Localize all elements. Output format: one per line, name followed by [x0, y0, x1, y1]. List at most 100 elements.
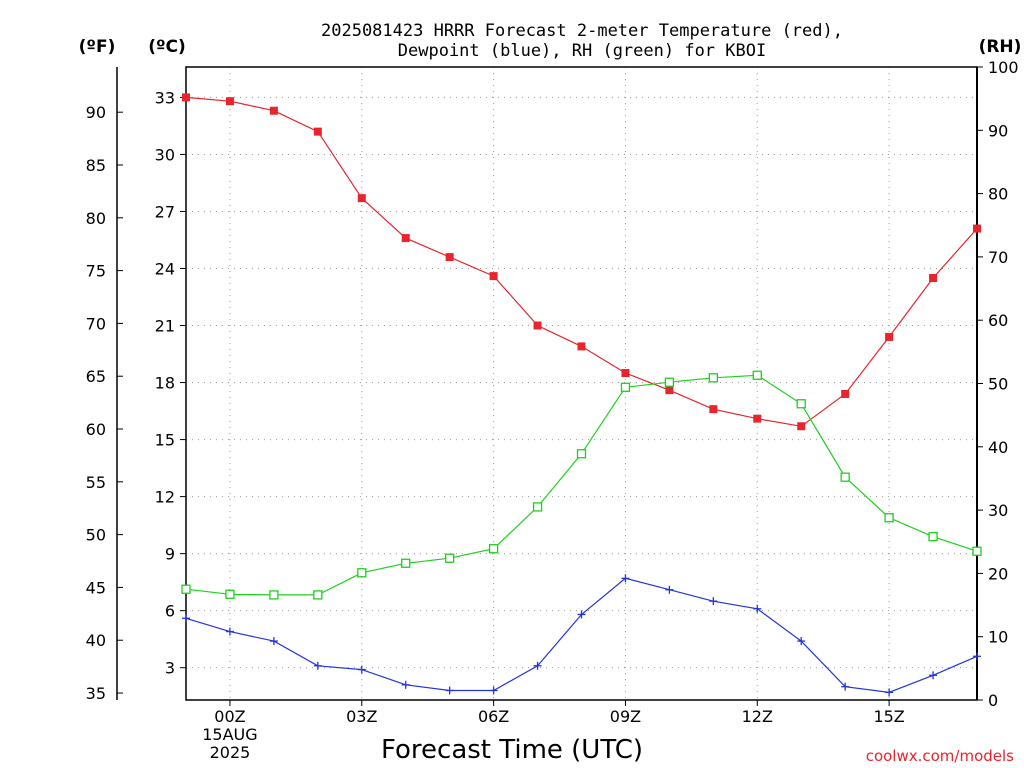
temperature-point: [885, 332, 894, 341]
series-line: [185, 96, 978, 427]
dewpoint-point: [269, 637, 278, 646]
temperature-point: [357, 194, 366, 203]
x-axis-label: Forecast Time (UTC): [381, 735, 643, 765]
rh-point: [488, 544, 499, 554]
celsius-tick-label: 27: [155, 202, 175, 221]
rh-point: [532, 502, 543, 512]
gridlines: [186, 67, 977, 700]
dewpoint-point: [577, 610, 586, 619]
chart-title-line-1: 2025081423 HRRR Forecast 2-meter Tempera…: [321, 21, 843, 41]
fahrenheit-tick-label: 60: [86, 420, 106, 439]
fahrenheit-tick-label: 80: [86, 209, 106, 228]
rh-point: [401, 558, 411, 568]
fahrenheit-tick-label: 50: [86, 526, 106, 545]
rh-tick-label: 70: [988, 248, 1008, 267]
rh-point: [269, 590, 279, 600]
dewpoint-point: [445, 686, 454, 695]
fahrenheit-tick-label: 55: [86, 473, 106, 492]
rh-point: [752, 370, 762, 380]
rh-point: [357, 568, 367, 578]
x-tick-label: 2025: [210, 743, 251, 762]
rh-tick-label: 80: [988, 185, 1008, 204]
x-tick-label: 00Z: [214, 707, 245, 726]
dewpoint-point: [357, 665, 366, 674]
rh-tick-label: 0: [988, 691, 998, 710]
fahrenheit-tick-label: 90: [86, 103, 106, 122]
celsius-tick-label: 18: [155, 374, 175, 393]
rh-tick-label: 100: [988, 58, 1019, 77]
dewpoint-point: [533, 661, 542, 670]
x-tick-label: 06Z: [478, 707, 509, 726]
fahrenheit-axis-unit: (ºF): [79, 37, 116, 57]
dewpoint-point: [709, 597, 718, 606]
rh-point: [972, 546, 982, 556]
temperature-point: [753, 414, 762, 423]
credit-text: coolwx.com/models: [866, 747, 1014, 765]
temperature-point: [577, 342, 586, 351]
dewpoint-point: [489, 686, 498, 695]
temperature-point: [665, 386, 674, 395]
rh-point: [928, 532, 938, 542]
rh-point: [840, 472, 850, 482]
rh-point: [620, 382, 631, 392]
celsius-tick-label: 30: [155, 145, 175, 164]
temperature-point: [973, 224, 981, 233]
x-tick-label: 15Z: [873, 707, 904, 726]
rh-point: [884, 513, 894, 523]
dewpoint-point: [225, 627, 234, 636]
fahrenheit-tick-label: 65: [86, 367, 106, 386]
temperature-point: [489, 272, 498, 281]
dewpoint-point: [885, 688, 894, 697]
celsius-tick-label: 6: [165, 602, 175, 621]
dewpoint-point: [401, 680, 410, 689]
celsius-tick-label: 12: [155, 488, 175, 507]
x-tick-label: 09Z: [610, 707, 641, 726]
plot-frame: [185, 66, 978, 701]
celsius-tick-label: 21: [155, 317, 175, 336]
x-tick-label: 03Z: [346, 707, 377, 726]
temperature-point: [401, 234, 410, 243]
fahrenheit-tick-label: 85: [86, 156, 106, 175]
dewpoint-point: [797, 637, 806, 646]
rh-tick-label: 50: [988, 375, 1008, 394]
dewpoint-point: [665, 585, 674, 594]
rh-tick-label: 90: [988, 121, 1008, 140]
axes: 3 6 9 12 15 18 21 24 27 30 33 35 40 45 50 55 60 65 70 75 80 8…: [86, 58, 1019, 762]
fahrenheit-tick-label: 45: [86, 578, 106, 597]
dewpoint-point: [929, 671, 938, 680]
temperature-point: [841, 389, 850, 398]
celsius-tick-label: 24: [155, 259, 175, 278]
rh-point: [445, 553, 455, 563]
temperature-point: [182, 93, 190, 102]
rh-tick-label: 20: [988, 564, 1008, 583]
temperature-point: [533, 321, 542, 330]
dewpoint-point: [621, 574, 630, 583]
rh-point: [576, 449, 587, 459]
celsius-tick-label: 9: [165, 545, 175, 564]
celsius-tick-label: 33: [155, 88, 175, 107]
fahrenheit-tick-label: 70: [86, 314, 106, 333]
x-tick-label: 12Z: [742, 707, 773, 726]
rh-point: [664, 377, 675, 387]
dewpoint-point: [973, 652, 981, 661]
rh-tick-label: 60: [988, 311, 1008, 330]
fahrenheit-tick-label: 75: [86, 262, 106, 281]
chart-text: 2025081423 HRRR Forecast 2-meter Tempera…: [79, 21, 1022, 765]
celsius-axis-unit: (ºC): [148, 37, 186, 57]
rh-point: [313, 590, 323, 600]
rh-point: [181, 584, 191, 594]
celsius-tick-label: 3: [165, 659, 175, 678]
chart-title-line-2: Dewpoint (blue), RH (green) for KBOI: [398, 41, 766, 61]
temperature-point: [709, 405, 718, 414]
x-tick-label: 15AUG: [202, 725, 257, 744]
rh-point: [796, 399, 806, 409]
rh-point: [225, 589, 235, 599]
dewpoint-point: [841, 682, 850, 691]
rh-tick-label: 10: [988, 628, 1008, 647]
dewpoint-point: [753, 604, 762, 613]
dewpoint-point: [182, 614, 190, 623]
temperature-point: [797, 422, 806, 431]
fahrenheit-tick-label: 35: [86, 684, 106, 703]
temperature-point: [621, 369, 630, 378]
